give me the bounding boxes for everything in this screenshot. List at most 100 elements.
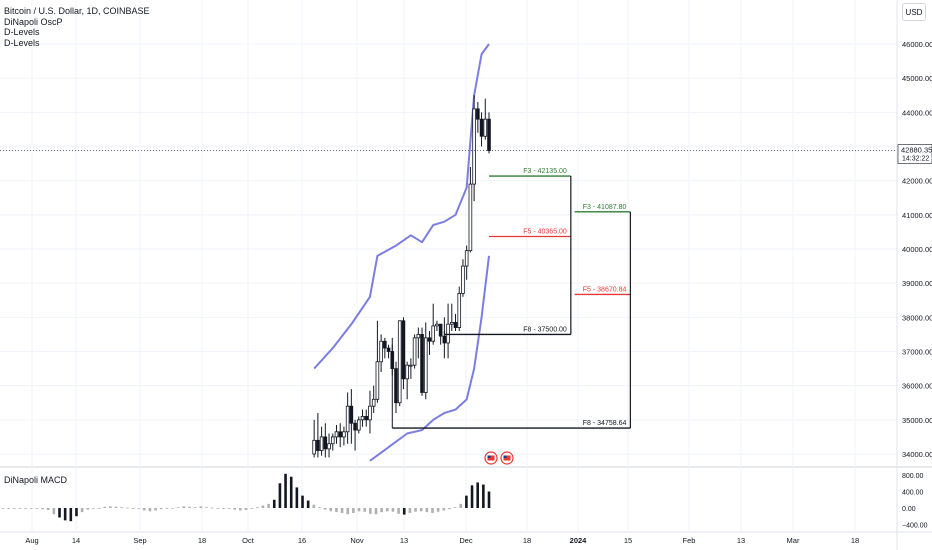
symbol-title[interactable]: Bitcoin / U.S. Dollar, 1D, COINBASE — [4, 6, 150, 16]
macd-bar — [414, 508, 417, 512]
candle-body — [472, 108, 476, 185]
macd-bar — [374, 508, 378, 515]
candle-body — [438, 323, 443, 337]
candle-body — [316, 439, 320, 451]
candle-body — [449, 322, 454, 325]
candle-body — [416, 334, 421, 339]
candle-body — [468, 183, 473, 252]
target-label: F3 - 41087.80 — [583, 204, 627, 211]
macd-bar — [431, 508, 434, 513]
candle-body — [379, 340, 383, 363]
macd-bar — [239, 508, 242, 511]
candle-body — [319, 436, 324, 451]
candle-body — [431, 325, 435, 342]
candle-body — [487, 118, 491, 151]
price-badge — [897, 144, 932, 164]
macd-bar — [470, 485, 474, 508]
target-label: F5 - 38670.84 — [583, 286, 627, 293]
x-tick-label: Mar — [787, 536, 800, 545]
macd-bar — [216, 508, 220, 509]
candle-body — [371, 398, 376, 407]
currency-button[interactable]: USD — [902, 3, 926, 21]
macd-bar — [267, 503, 270, 508]
y-tick-label: 37000.00 — [902, 347, 932, 356]
macd-bar — [7, 508, 10, 509]
candle-body — [409, 364, 413, 367]
indicator-d-levels-2[interactable]: D-Levels — [4, 37, 40, 48]
macd-bar — [436, 508, 440, 512]
target-label: F8 - 37500.00 — [523, 326, 567, 333]
macd-bar — [250, 508, 253, 509]
price-badge-countdown: 14:32:22 — [902, 156, 929, 163]
candle-body — [323, 436, 328, 450]
candle-body — [330, 436, 335, 445]
target-label: F8 - 34758.64 — [583, 420, 627, 427]
candle-body — [353, 422, 357, 431]
x-tick-label: Aug — [25, 536, 38, 545]
macd-bar — [256, 507, 259, 508]
macd-bar — [142, 508, 146, 511]
macd-bar — [46, 508, 50, 511]
x-tick-label: 18 — [851, 536, 859, 545]
candle-body — [356, 419, 361, 431]
macd-bar — [289, 476, 293, 508]
target-label: F3 - 42135.00 — [523, 168, 567, 175]
macd-bar — [18, 508, 22, 509]
x-tick-label: Dec — [459, 536, 473, 545]
candle-body — [476, 108, 480, 120]
y-tick-label: 35000.00 — [902, 416, 932, 425]
candle-body — [457, 293, 462, 328]
candle-body — [479, 118, 484, 137]
macd-bar — [453, 507, 457, 508]
macd-bar — [126, 507, 129, 509]
flag-canton — [487, 455, 491, 458]
y-tick-label: 39000.00 — [902, 279, 932, 288]
x-tick-label: 13 — [400, 536, 408, 545]
band-upper — [313, 43, 490, 370]
macd-bar — [459, 503, 463, 508]
macd-bar — [159, 508, 163, 510]
x-tick-label: Oct — [242, 536, 255, 545]
macd-bar — [284, 473, 287, 508]
candle-body — [435, 323, 439, 327]
macd-bar — [188, 506, 191, 508]
macd-bar — [380, 508, 383, 513]
macd-bar — [335, 508, 338, 513]
macd-bar — [131, 508, 135, 509]
macd-bar — [165, 508, 169, 509]
macd-bar — [397, 508, 400, 514]
candle-body — [312, 439, 316, 455]
macd-title[interactable]: DiNapoli MACD — [4, 475, 68, 485]
macd-bar — [182, 506, 186, 508]
x-tick-label: 16 — [298, 536, 306, 545]
macd-bar — [86, 508, 90, 510]
macd-bar — [114, 506, 118, 508]
y-tick-label: 44000.00 — [902, 108, 932, 117]
price-badge-value: 42880.35 — [901, 146, 932, 155]
macd-histogram — [1, 473, 491, 522]
y-tick-label: 42000.00 — [902, 177, 932, 186]
macd-bar — [63, 508, 67, 521]
flag-stripes — [503, 455, 511, 461]
macd-bar — [261, 505, 265, 508]
x-tick-label: Sep — [133, 536, 146, 545]
macd-bar — [29, 508, 33, 509]
macd-bar — [318, 507, 321, 508]
candle-body — [349, 405, 354, 424]
indicator-d-levels-1[interactable]: D-Levels — [4, 27, 40, 37]
y-tick-label: 41000.00 — [902, 211, 932, 220]
x-tick-label: 14 — [72, 536, 80, 545]
macd-bar — [109, 506, 112, 508]
macd-y-tick: 400.00 — [902, 490, 924, 497]
macd-bar — [402, 508, 406, 515]
y-tick-label: 40000.00 — [902, 245, 932, 254]
macd-bar — [154, 508, 157, 511]
candle-body — [427, 337, 432, 342]
macd-bar — [329, 508, 333, 512]
indicator-dinapoli-oscp[interactable]: DiNapoli OscP — [4, 16, 63, 27]
y-tick-label: 46000.00 — [902, 40, 932, 49]
macd-bar — [340, 508, 344, 513]
macd-bar — [205, 507, 208, 508]
candle-body — [327, 443, 331, 450]
macd-bar — [295, 487, 299, 508]
